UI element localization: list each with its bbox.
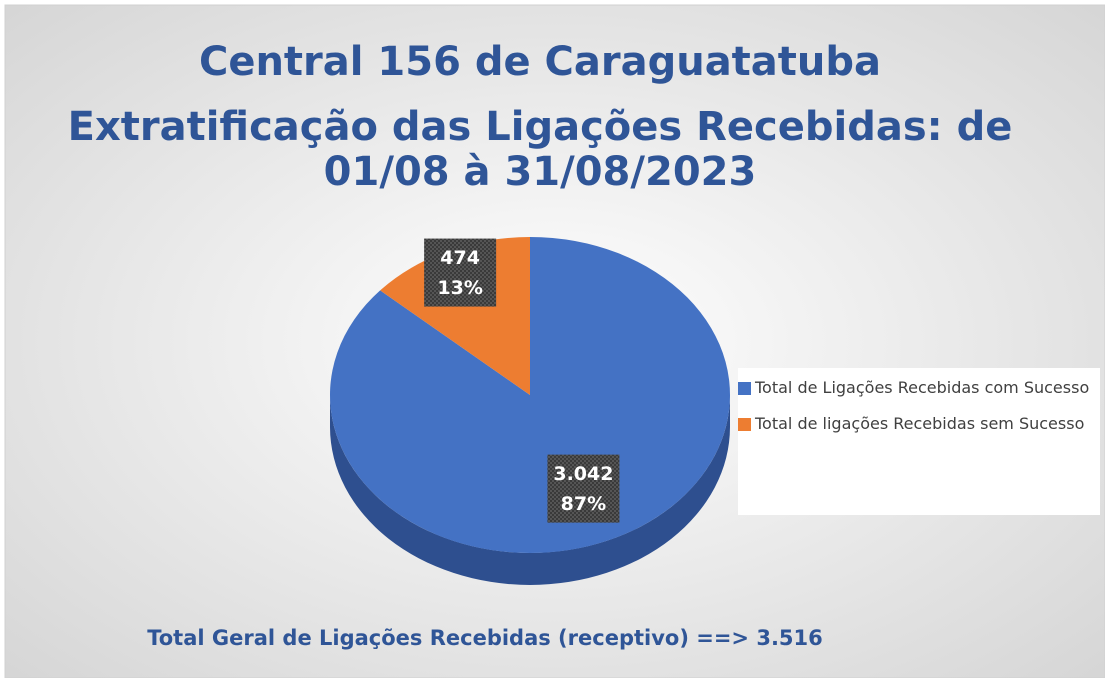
pie-side (330, 395, 730, 585)
legend-swatch (738, 418, 751, 431)
legend: Total de Ligações Recebidas com Sucesso T… (738, 368, 1100, 515)
data-label: 474 (440, 247, 480, 269)
chart-title: Extratificação das Ligações Recebidas: d… (68, 104, 1013, 150)
data-label: 3.042 (553, 463, 613, 485)
data-label: 13% (437, 277, 482, 299)
pie-slice (330, 237, 731, 553)
chart-title: 01/08 à 31/08/2023 (324, 149, 757, 195)
legend-item: Total de Ligações Recebidas com Sucesso (738, 376, 1094, 400)
footnote: Total Geral de Ligações Recebidas (recep… (147, 626, 823, 650)
legend-item: Total de ligações Recebidas sem Sucesso (738, 412, 1094, 436)
legend-label: Total de ligações Recebidas sem Sucesso (755, 414, 1085, 433)
legend-swatch (738, 382, 751, 395)
data-label-bg (547, 454, 620, 523)
chart-title: Central 156 de Caraguatatuba (199, 39, 881, 85)
data-label: 87% (561, 493, 606, 515)
legend-label: Total de Ligações Recebidas com Sucesso (755, 378, 1090, 397)
data-label-bg (424, 238, 497, 307)
